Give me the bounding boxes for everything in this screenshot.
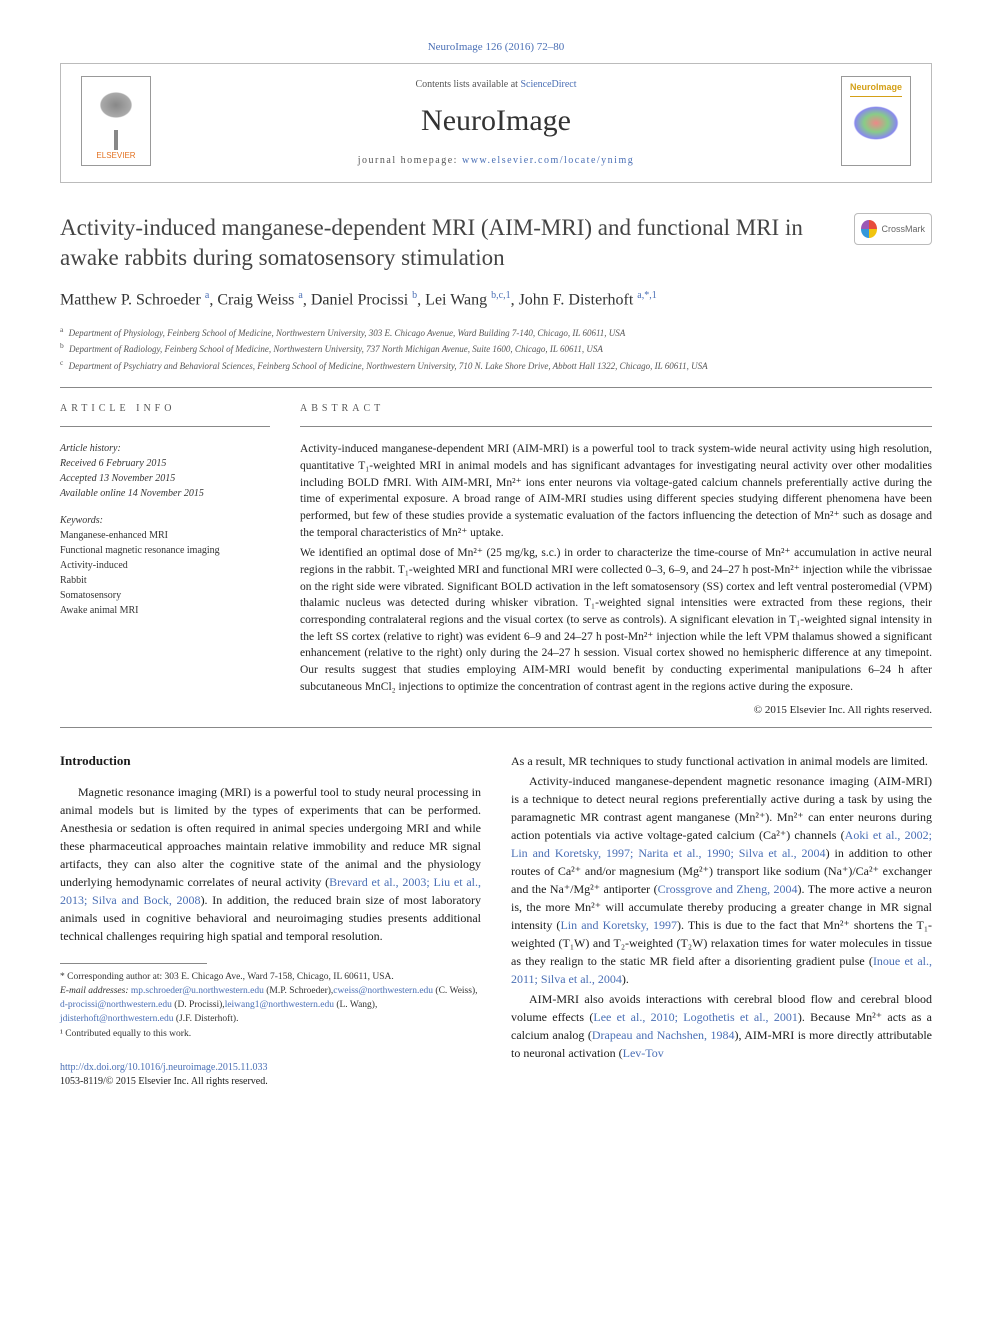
article-title: Activity-induced manganese-dependent MRI… [60,213,932,273]
abstract-body: Activity-induced manganese-dependent MRI… [300,441,932,719]
keyword: Functional magnetic resonance imaging [60,543,270,558]
journal-reference: NeuroImage 126 (2016) 72–80 [60,40,932,55]
keywords-label: Keywords: [60,513,270,528]
elsevier-logo: ELSEVIER [81,76,151,166]
doi-link[interactable]: http://dx.doi.org/10.1016/j.neuroimage.2… [60,1062,268,1073]
sciencedirect-link[interactable]: ScienceDirect [520,79,576,90]
keywords-block: Keywords: Manganese-enhanced MRIFunction… [60,513,270,618]
citation-link[interactable]: Lee et al., 2010; Logothetis et al., 200… [593,1010,797,1024]
body-paragraph: AIM-MRI also avoids interactions with ce… [511,990,932,1062]
email-link[interactable]: cweiss@northwestern.edu [333,986,433,996]
history-line: Available online 14 November 2015 [60,486,270,501]
rule-top [60,387,932,388]
rule-bottom [60,727,932,728]
keyword: Somatosensory [60,588,270,603]
email-link[interactable]: d-procissi@northwestern.edu [60,1000,172,1010]
journal-ref-link[interactable]: NeuroImage 126 (2016) 72–80 [428,41,565,53]
journal-cover-thumbnail: NeuroImage [841,76,911,166]
corresponding-author-note: * Corresponding author at: 303 E. Chicag… [60,970,481,984]
footnotes-block: * Corresponding author at: 303 E. Chicag… [60,970,481,1041]
history-label: Article history: [60,441,270,456]
affiliation-line: b Department of Radiology, Feinberg Scho… [60,340,932,357]
homepage-line: journal homepage: www.elsevier.com/locat… [358,154,634,168]
publisher-name: ELSEVIER [96,150,135,161]
history-line: Received 6 February 2015 [60,456,270,471]
history-line: Accepted 13 November 2015 [60,471,270,486]
article-history: Article history: Received 6 February 201… [60,441,270,501]
journal-header-box: ELSEVIER Contents lists available at Sci… [60,63,932,183]
email-link[interactable]: leiwang1@northwestern.edu [225,1000,334,1010]
crossmark-icon [861,220,877,238]
homepage-prefix: journal homepage: [358,155,462,166]
journal-name: NeuroImage [358,100,634,142]
affiliations-block: a Department of Physiology, Feinberg Sch… [60,324,932,374]
authors-line: Matthew P. Schroeder a, Craig Weiss a, D… [60,289,932,312]
abstract-p2: We identified an optimal dose of Mn²⁺ (2… [300,545,932,695]
crossmark-badge[interactable]: CrossMark [854,213,932,245]
article-info-column: article info Article history: Received 6… [60,402,270,719]
main-body-columns: Introduction Magnetic resonance imaging … [60,752,932,1088]
footer-block: http://dx.doi.org/10.1016/j.neuroimage.2… [60,1061,481,1089]
body-paragraph: Magnetic resonance imaging (MRI) is a po… [60,783,481,945]
affiliation-line: a Department of Physiology, Feinberg Sch… [60,324,932,341]
email-link[interactable]: mp.schroeder@u.northwestern.edu [131,986,264,996]
info-abstract-row: article info Article history: Received 6… [60,402,932,719]
keyword: Rabbit [60,573,270,588]
body-paragraph: Activity-induced manganese-dependent mag… [511,772,932,988]
citation-link[interactable]: Inoue et al., 2011; Silva et al., 2004 [511,954,932,986]
right-column: As a result, MR techniques to study func… [511,752,932,1088]
header-center: Contents lists available at ScienceDirec… [358,78,634,168]
introduction-heading: Introduction [60,752,481,770]
footnote-rule [60,963,207,964]
equal-contribution-note: ¹ Contributed equally to this work. [60,1027,481,1041]
left-column: Introduction Magnetic resonance imaging … [60,752,481,1088]
citation-link[interactable]: Drapeau and Nachshen, 1984 [592,1028,735,1042]
citation-link[interactable]: Lin and Koretsky, 1997 [560,918,677,932]
citation-link[interactable]: Crossgrove and Zheng, 2004 [658,882,798,896]
rule-info [60,426,270,427]
contents-line: Contents lists available at ScienceDirec… [358,78,634,92]
keyword: Awake animal MRI [60,603,270,618]
rule-abstract [300,426,932,427]
crossmark-label: CrossMark [881,223,925,236]
article-info-heading: article info [60,402,270,416]
cover-title: NeuroImage [850,81,902,97]
affiliation-line: c Department of Psychiatry and Behaviora… [60,357,932,374]
brain-icon [851,105,901,150]
citation-link[interactable]: Brevard et al., 2003; Liu et al., 2013; … [60,875,481,907]
email-addresses-line: E-mail addresses: mp.schroeder@u.northwe… [60,984,481,1027]
citation-link[interactable]: Lev-Tov [623,1046,664,1060]
abstract-heading: abstract [300,402,932,416]
abstract-p1: Activity-induced manganese-dependent MRI… [300,441,932,541]
abstract-copyright: © 2015 Elsevier Inc. All rights reserved… [300,703,932,719]
intro-right-text: As a result, MR techniques to study func… [511,752,932,1062]
issn-copyright-line: 1053-8119/© 2015 Elsevier Inc. All right… [60,1076,268,1087]
intro-left-text: Magnetic resonance imaging (MRI) is a po… [60,783,481,945]
keyword: Activity-induced [60,558,270,573]
homepage-link[interactable]: www.elsevier.com/locate/ynimg [462,155,634,166]
citation-link[interactable]: Aoki et al., 2002; Lin and Koretsky, 199… [511,828,932,860]
abstract-column: abstract Activity-induced manganese-depe… [300,402,932,719]
elsevier-tree-icon [91,90,141,150]
email-link[interactable]: jdisterhoft@northwestern.edu [60,1014,174,1024]
body-paragraph: As a result, MR techniques to study func… [511,752,932,770]
contents-prefix: Contents lists available at [415,79,520,90]
keyword: Manganese-enhanced MRI [60,528,270,543]
